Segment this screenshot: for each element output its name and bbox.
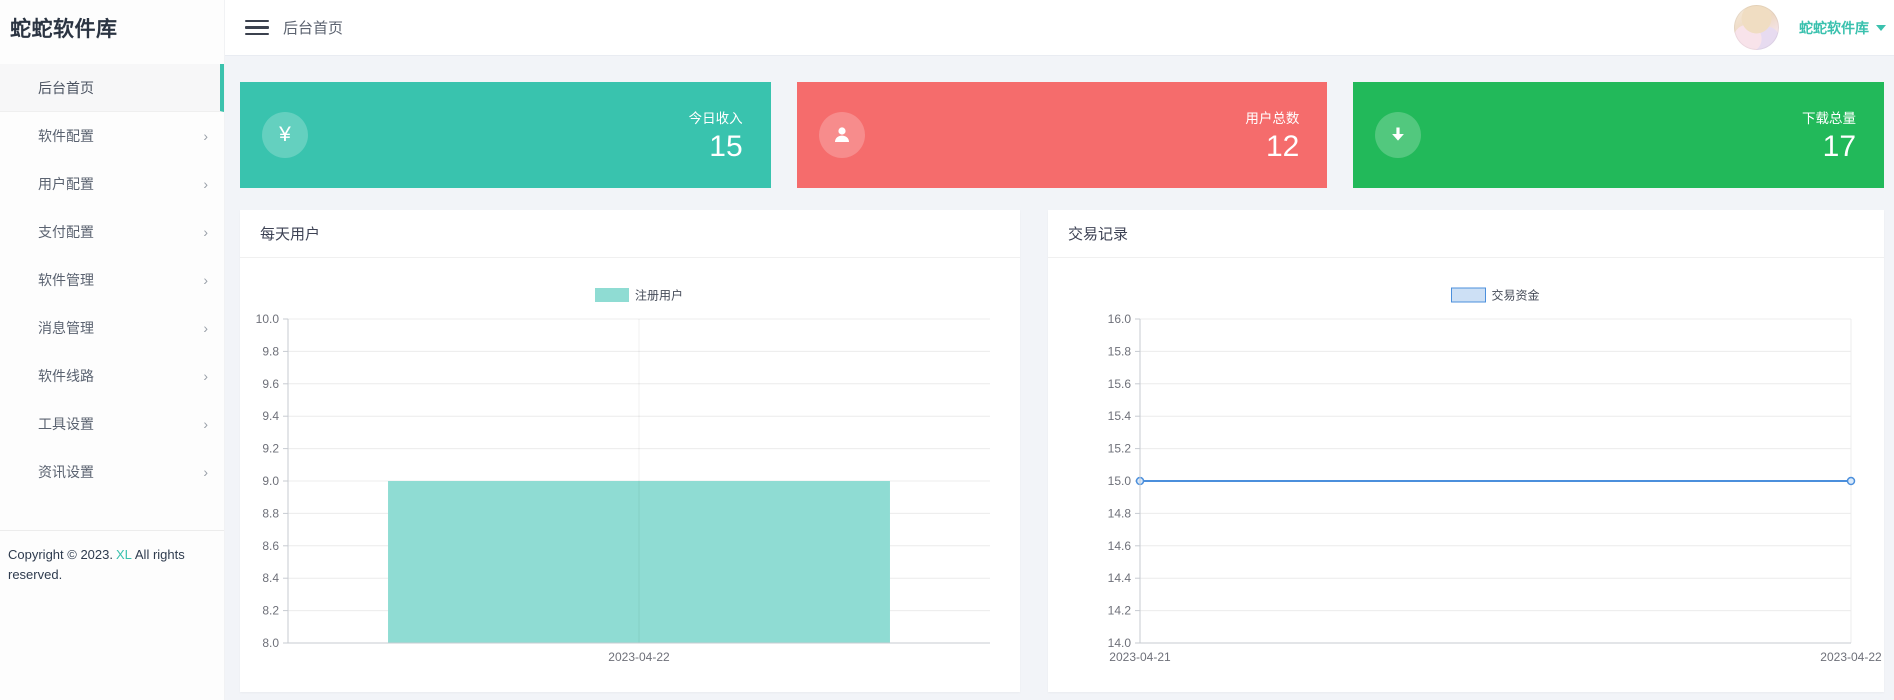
user-name: 蛇蛇软件库 bbox=[1799, 19, 1869, 36]
daily-users-panel: 每天用户 8.0 8.2 8.4 8.6 8.8 9.0 9.2 9.4 9.6 9.8 10.0 2… bbox=[240, 210, 1020, 692]
stat-cards-row: ¥ 今日收入 15 用户总数 12 下载总量 17 bbox=[240, 82, 1885, 188]
legend-swatch[interactable] bbox=[1451, 287, 1486, 303]
sidebar-item-news-settings[interactable]: 资讯设置 › bbox=[0, 448, 224, 496]
stat-card-income: ¥ 今日收入 15 bbox=[240, 82, 771, 188]
svg-text:8.6: 8.6 bbox=[262, 539, 279, 553]
sidebar-item-software-manage[interactable]: 软件管理 › bbox=[0, 256, 224, 304]
svg-text:16.0: 16.0 bbox=[1108, 312, 1132, 326]
transactions-panel: 交易记录 14.0 14.2 14.4 14.6 14.8 15.0 15.2 15.4 15.… bbox=[1048, 210, 1884, 692]
svg-text:14.2: 14.2 bbox=[1108, 604, 1132, 618]
brand-title: 蛇蛇软件库 bbox=[10, 18, 118, 41]
sidebar-item-dashboard[interactable]: 后台首页 bbox=[0, 64, 224, 112]
chevron-right-icon: › bbox=[203, 368, 208, 384]
stat-card-users: 用户总数 12 bbox=[796, 82, 1328, 188]
sidebar-menu: 后台首页 软件配置 › 用户配置 › 支付配置 › 软件管理 › 消息管理 › 软件线路 › 工具设置 › 资… bbox=[0, 56, 224, 496]
stat-card-value: 17 bbox=[1822, 129, 1857, 163]
user-icon bbox=[834, 127, 849, 142]
data-point-marker bbox=[1846, 476, 1856, 486]
legend-swatch[interactable] bbox=[595, 288, 629, 302]
chevron-right-icon: › bbox=[203, 320, 208, 336]
chevron-right-icon: › bbox=[203, 272, 208, 288]
panel-title: 交易记录 bbox=[1048, 210, 1884, 258]
svg-text:8.0: 8.0 bbox=[262, 636, 279, 650]
sidebar-divider bbox=[0, 530, 224, 531]
chart-panels-row: 每天用户 8.0 8.2 8.4 8.6 8.8 9.0 9.2 9.4 9.6 9.8 10.0 2… bbox=[240, 210, 1884, 692]
svg-text:15.0: 15.0 bbox=[1108, 474, 1132, 488]
stat-card-icon-circle bbox=[1375, 112, 1422, 158]
sidebar: 蛇蛇软件库 后台首页软件配置 › 用户配置 › 支付配置 › 软件管理 › 消息管理 › 软件线路 ›… bbox=[0, 0, 225, 700]
svg-text:14.8: 14.8 bbox=[1108, 506, 1132, 520]
yen-icon: ¥ bbox=[279, 123, 291, 146]
svg-text:2023-04-22: 2023-04-22 bbox=[608, 650, 670, 664]
stat-card-value: 12 bbox=[1265, 129, 1300, 163]
svg-text:9.8: 9.8 bbox=[262, 344, 279, 358]
stat-card-value: 15 bbox=[709, 129, 743, 163]
svg-text:8.8: 8.8 bbox=[262, 506, 279, 520]
menu-toggle-icon[interactable] bbox=[245, 18, 269, 38]
sidebar-item-label: 软件管理 bbox=[38, 272, 94, 288]
sidebar-item-label: 后台首页 bbox=[38, 79, 94, 96]
copyright: Copyright © 2023. XL All rights reserved. bbox=[0, 531, 224, 585]
copyright-link[interactable]: XL bbox=[115, 547, 132, 562]
chevron-down-icon bbox=[1876, 24, 1886, 31]
svg-text:15.8: 15.8 bbox=[1108, 344, 1132, 358]
sidebar-item-label: 软件线路 bbox=[38, 368, 94, 384]
copyright-prefix: Copyright © 2023. bbox=[8, 547, 113, 562]
svg-text:14.4: 14.4 bbox=[1108, 571, 1132, 585]
stat-card-text: 下载总量 17 bbox=[1802, 107, 1856, 164]
sidebar-item-label: 资讯设置 bbox=[38, 464, 94, 480]
chevron-right-icon: › bbox=[203, 176, 208, 192]
svg-text:14.6: 14.6 bbox=[1108, 539, 1132, 553]
sidebar-item-label: 支付配置 bbox=[38, 224, 94, 240]
sidebar-item-message-manage[interactable]: 消息管理 › bbox=[0, 304, 224, 352]
svg-text:9.2: 9.2 bbox=[262, 442, 279, 456]
svg-text:10.0: 10.0 bbox=[256, 312, 280, 326]
stat-card-label: 今日收入 bbox=[688, 110, 743, 126]
sidebar-item-label: 用户配置 bbox=[38, 176, 94, 192]
user-avatar bbox=[1734, 5, 1779, 50]
daily-users-bar-chart: 8.0 8.2 8.4 8.6 8.8 9.0 9.2 9.4 9.6 9.8 10.0 2023-0… bbox=[256, 288, 990, 664]
svg-text:9.6: 9.6 bbox=[262, 377, 279, 391]
stat-card-downloads: 下载总量 17 bbox=[1353, 82, 1885, 188]
svg-text:14.0: 14.0 bbox=[1108, 636, 1132, 650]
top-header: 后台首页 蛇蛇软件库 bbox=[225, 0, 1894, 56]
sidebar-item-software-lines[interactable]: 软件线路 › bbox=[0, 352, 224, 400]
stat-card-icon-circle bbox=[818, 112, 865, 158]
sidebar-item-label: 软件配置 bbox=[38, 128, 94, 144]
transactions-line-chart: 14.0 14.2 14.4 14.6 14.8 15.0 15.2 15.4 15.6 15.8… bbox=[1108, 287, 1882, 664]
copyright-suffix: All rights reserved. bbox=[8, 547, 185, 582]
sidebar-item-software-config[interactable]: 软件配置 › bbox=[0, 112, 224, 160]
svg-text:8.2: 8.2 bbox=[262, 604, 279, 618]
sidebar-item-payment-config[interactable]: 支付配置 › bbox=[0, 208, 224, 256]
sidebar-item-user-config[interactable]: 用户配置 › bbox=[0, 160, 224, 208]
breadcrumb: 后台首页 bbox=[283, 20, 344, 37]
svg-text:8.4: 8.4 bbox=[262, 571, 279, 585]
svg-text:15.6: 15.6 bbox=[1108, 377, 1132, 391]
sidebar-item-label: 工具设置 bbox=[38, 416, 94, 432]
svg-text:2023-04-21: 2023-04-21 bbox=[1109, 650, 1171, 664]
chevron-right-icon: › bbox=[203, 464, 208, 480]
stat-card-text: 用户总数 12 bbox=[1245, 107, 1299, 164]
chevron-right-icon: › bbox=[203, 224, 208, 240]
user-menu[interactable]: 蛇蛇软件库 bbox=[1734, 5, 1886, 50]
svg-text:9.4: 9.4 bbox=[262, 409, 279, 423]
stat-card-label: 用户总数 bbox=[1245, 110, 1300, 126]
svg-text:15.2: 15.2 bbox=[1108, 442, 1132, 456]
svg-text:2023-04-22: 2023-04-22 bbox=[1820, 650, 1882, 664]
download-icon bbox=[1392, 127, 1405, 141]
bar bbox=[388, 481, 890, 643]
svg-text:15.4: 15.4 bbox=[1108, 409, 1132, 423]
legend-label: 交易资金 bbox=[1492, 288, 1540, 303]
svg-text:9.0: 9.0 bbox=[262, 474, 279, 488]
stat-card-text: 今日收入 15 bbox=[689, 107, 743, 164]
sidebar-item-tool-settings[interactable]: 工具设置 › bbox=[0, 400, 224, 448]
sidebar-item-label: 消息管理 bbox=[38, 320, 94, 336]
panel-title: 每天用户 bbox=[240, 210, 1020, 258]
chevron-right-icon: › bbox=[203, 416, 208, 432]
stat-card-label: 下载总量 bbox=[1802, 110, 1857, 126]
legend-label: 注册用户 bbox=[635, 288, 683, 303]
stat-card-icon-circle: ¥ bbox=[262, 112, 308, 158]
chevron-right-icon: › bbox=[203, 128, 208, 144]
